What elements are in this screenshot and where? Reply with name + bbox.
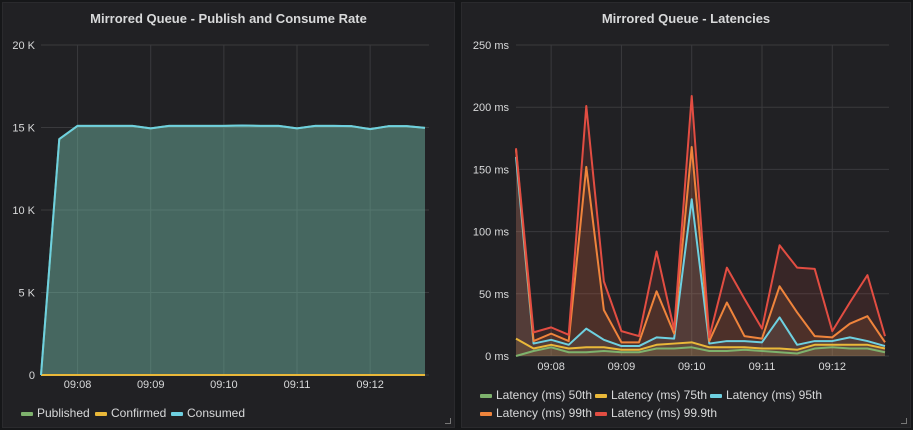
legend-label: Latency (ms) 75th [611, 388, 708, 402]
series-area-latency-ms-95th [516, 156, 885, 356]
legend-item[interactable]: Latency (ms) 99.9th [595, 406, 717, 420]
latencies-panel: Mirrored Queue - Latencies 0 ms 50 ms 100 … [461, 2, 911, 428]
y-tick-label: 200 ms [473, 102, 510, 114]
x-tick-label: 09:11 [284, 379, 311, 391]
x-tick-label: 09:09 [137, 379, 165, 391]
legend-item[interactable]: Latency (ms) 99th [480, 406, 592, 420]
legend-swatch-icon [595, 411, 607, 416]
series-line-latency-ms-75th [515, 337, 886, 351]
x-tick-label: 09:10 [210, 379, 238, 391]
legend-item[interactable]: Latency (ms) 95th [710, 388, 822, 402]
legend-swatch-icon [171, 411, 183, 416]
panel-title[interactable]: Mirrored Queue - Latencies [601, 11, 771, 26]
legend-label: Consumed [187, 406, 246, 420]
y-tick-label: 5 K [18, 288, 35, 300]
x-tick-label: 09:12 [819, 361, 847, 373]
y-tick-label: 250 ms [473, 40, 510, 52]
legend-label: Latency (ms) 99th [496, 406, 593, 420]
panel-title[interactable]: Mirrored Queue - Publish and Consume Rat… [90, 11, 367, 26]
legend-swatch-icon [480, 393, 492, 398]
legend-label: Confirmed [111, 406, 167, 420]
series-area-consumed [41, 125, 425, 376]
legend-swatch-icon [480, 411, 492, 416]
legend-swatch-icon [21, 411, 33, 416]
legend-label: Latency (ms) 95th [726, 388, 823, 402]
legend-label: Latency (ms) 99.9th [611, 406, 718, 420]
x-tick-label: 09:08 [64, 379, 92, 391]
publish-consume-chart: 0 5 K 10 K 15 K 20 K 09:08 09:09 09:10 09:11 09:1… [12, 40, 429, 391]
legend-swatch-icon [710, 393, 722, 398]
series-line-latency-ms-99-9th [515, 95, 886, 339]
legend-label: Published [37, 406, 90, 420]
series-line-latency-ms-99th [515, 146, 886, 344]
series-line-latency-ms-95th [515, 156, 886, 348]
legend-item[interactable]: Latency (ms) 50th [480, 388, 592, 402]
legend-item[interactable]: Confirmed [95, 406, 166, 420]
y-tick-label: 15 K [12, 123, 35, 135]
series-line-latency-ms-50th [515, 346, 886, 357]
x-tick-label: 09:10 [678, 361, 706, 373]
latencies-chart: 0 ms 50 ms 100 ms 150 ms 200 ms 250 ms 09:08 09… [473, 40, 889, 373]
legend-item[interactable]: Latency (ms) 75th [595, 388, 707, 402]
legend-swatch-icon [95, 411, 107, 416]
y-tick-label: 0 [29, 370, 35, 382]
x-tick-label: 09:11 [749, 361, 776, 373]
legend-item[interactable]: Published [21, 406, 90, 420]
y-tick-label: 50 ms [479, 289, 509, 301]
y-tick-label: 10 K [12, 205, 35, 217]
x-tick-label: 09:08 [537, 361, 565, 373]
resize-handle-icon[interactable] [445, 418, 451, 424]
publish-consume-rate-panel: Mirrored Queue - Publish and Consume Rat… [2, 2, 455, 428]
y-tick-label: 150 ms [473, 164, 510, 176]
legend-label: Latency (ms) 50th [496, 388, 593, 402]
x-tick-label: 09:12 [356, 379, 384, 391]
x-tick-label: 09:09 [608, 361, 636, 373]
y-tick-label: 20 K [12, 40, 35, 52]
y-tick-label: 100 ms [473, 227, 510, 239]
resize-handle-icon[interactable] [901, 418, 907, 424]
series-line-consumed [40, 124, 426, 376]
legend-swatch-icon [595, 393, 607, 398]
series-area-published [41, 125, 425, 376]
legend-item[interactable]: Consumed [171, 406, 245, 420]
y-tick-label: 0 ms [485, 351, 509, 363]
